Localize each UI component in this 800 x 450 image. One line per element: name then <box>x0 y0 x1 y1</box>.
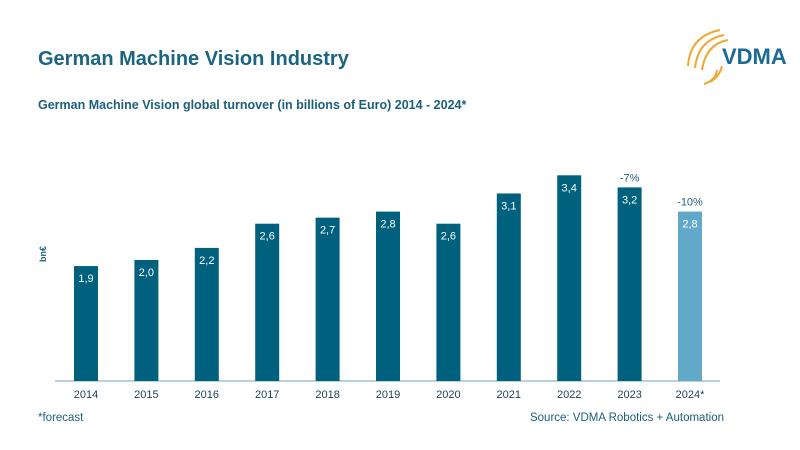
data-label: 1,9 <box>78 273 93 285</box>
x-tick-label: 2018 <box>315 389 339 401</box>
bar-2023 <box>617 187 642 381</box>
x-tick-label: 2019 <box>376 389 400 401</box>
bar-2017 <box>255 223 280 381</box>
bar-2021 <box>496 193 521 381</box>
data-label: 2,8 <box>682 219 697 231</box>
data-label: 3,4 <box>562 182 577 194</box>
x-tick-label: 2024* <box>676 389 705 401</box>
x-tick-label: 2015 <box>134 389 158 401</box>
svg-text:VDMA: VDMA <box>722 44 787 69</box>
page-title: German Machine Vision Industry <box>38 48 349 70</box>
source-note: Source: VDMA Robotics + Automation <box>529 412 724 424</box>
chart-title: German Machine Vision global turnover (i… <box>38 98 467 112</box>
bar-2015 <box>134 260 159 381</box>
bar-2024* <box>678 211 702 381</box>
bar-2019 <box>376 211 400 381</box>
data-label: 2,6 <box>441 231 456 243</box>
bar-2018 <box>315 217 340 381</box>
data-label: 2,8 <box>380 219 395 231</box>
change-annotation: -7% <box>620 172 640 184</box>
data-label: 3,2 <box>622 194 637 206</box>
data-label: 2,0 <box>139 267 154 279</box>
forecast-note: *forecast <box>38 412 84 424</box>
x-tick-label: 2021 <box>497 389 521 401</box>
x-tick-label: 2022 <box>557 389 581 401</box>
x-tick-label: 2014 <box>74 389 98 401</box>
x-tick-label: 2017 <box>255 389 279 401</box>
data-label: 2,6 <box>260 231 275 243</box>
vdma-logo: VDMA <box>687 29 787 85</box>
x-tick-label: 2020 <box>436 389 460 401</box>
x-tick-label: 2023 <box>617 389 641 401</box>
bar-2020 <box>436 223 461 381</box>
bar-2022 <box>557 175 582 381</box>
bar-2016 <box>194 247 219 381</box>
data-label: 3,1 <box>501 200 516 212</box>
x-tick-label: 2016 <box>195 389 219 401</box>
data-label: 2,7 <box>320 225 335 237</box>
data-label: 2,2 <box>199 255 214 267</box>
bar-2014 <box>74 266 98 381</box>
change-annotation: -10% <box>677 197 703 209</box>
